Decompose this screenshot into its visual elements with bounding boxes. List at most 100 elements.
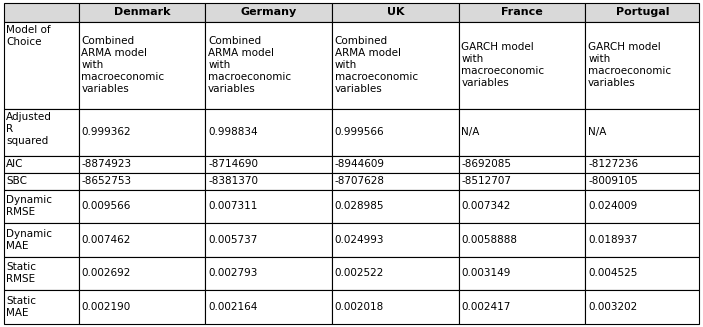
Bar: [586, 223, 699, 257]
Bar: [79, 109, 205, 156]
Bar: [458, 109, 586, 156]
Text: 0.018937: 0.018937: [588, 235, 638, 245]
Bar: [4, 190, 79, 223]
Text: 0.999566: 0.999566: [335, 128, 385, 137]
Text: France: France: [501, 8, 543, 18]
Bar: [79, 190, 205, 223]
Text: -8874923: -8874923: [82, 159, 131, 169]
Bar: [205, 223, 332, 257]
Text: 0.007342: 0.007342: [461, 201, 511, 211]
Text: 0.002417: 0.002417: [461, 302, 511, 312]
Bar: [79, 22, 205, 109]
Text: 0.003149: 0.003149: [461, 268, 511, 278]
Bar: [79, 257, 205, 290]
Text: Static
MAE: Static MAE: [6, 296, 37, 318]
Bar: [332, 190, 458, 223]
Bar: [205, 3, 332, 22]
Text: AIC: AIC: [6, 159, 24, 169]
Bar: [586, 257, 699, 290]
Text: SBC: SBC: [6, 176, 27, 186]
Text: 0.002793: 0.002793: [208, 268, 257, 278]
Bar: [332, 156, 458, 173]
Text: 0.999362: 0.999362: [82, 128, 131, 137]
Bar: [458, 257, 586, 290]
Text: 0.004525: 0.004525: [588, 268, 638, 278]
Bar: [4, 109, 79, 156]
Bar: [332, 223, 458, 257]
Text: 0.002164: 0.002164: [208, 302, 257, 312]
Bar: [79, 173, 205, 190]
Bar: [205, 22, 332, 109]
Bar: [4, 173, 79, 190]
Text: 0.005737: 0.005737: [208, 235, 257, 245]
Bar: [586, 173, 699, 190]
Bar: [4, 290, 79, 324]
Text: 0.007311: 0.007311: [208, 201, 257, 211]
Bar: [4, 223, 79, 257]
Text: -8652753: -8652753: [82, 176, 131, 186]
Text: Dynamic
MAE: Dynamic MAE: [6, 229, 52, 251]
Bar: [332, 3, 458, 22]
Bar: [205, 190, 332, 223]
Bar: [586, 3, 699, 22]
Bar: [332, 290, 458, 324]
Text: 0.024993: 0.024993: [335, 235, 385, 245]
Text: -8692085: -8692085: [461, 159, 512, 169]
Bar: [79, 156, 205, 173]
Text: Model of
Choice: Model of Choice: [6, 25, 51, 47]
Bar: [458, 290, 586, 324]
Text: 0.024009: 0.024009: [588, 201, 638, 211]
Bar: [458, 22, 586, 109]
Text: -8714690: -8714690: [208, 159, 258, 169]
Bar: [332, 22, 458, 109]
Text: 0.002692: 0.002692: [82, 268, 131, 278]
Text: -8381370: -8381370: [208, 176, 258, 186]
Text: Static
RMSE: Static RMSE: [6, 262, 37, 284]
Text: Combined
ARMA model
with
macroeconomic
variables: Combined ARMA model with macroeconomic v…: [335, 36, 418, 95]
Bar: [458, 223, 586, 257]
Text: GARCH model
with
macroeconomic
variables: GARCH model with macroeconomic variables: [588, 43, 671, 88]
Text: 0.002018: 0.002018: [335, 302, 384, 312]
Bar: [458, 156, 586, 173]
Text: 0.007462: 0.007462: [82, 235, 131, 245]
Bar: [586, 290, 699, 324]
Bar: [332, 173, 458, 190]
Bar: [79, 3, 205, 22]
Bar: [205, 156, 332, 173]
Text: 0.028985: 0.028985: [335, 201, 385, 211]
Bar: [205, 257, 332, 290]
Bar: [458, 173, 586, 190]
Text: 0.002522: 0.002522: [335, 268, 385, 278]
Bar: [205, 109, 332, 156]
Text: -8944609: -8944609: [335, 159, 385, 169]
Text: Denmark: Denmark: [114, 8, 170, 18]
Text: UK: UK: [387, 8, 404, 18]
Bar: [586, 156, 699, 173]
Text: -8127236: -8127236: [588, 159, 638, 169]
Bar: [586, 190, 699, 223]
Text: Germany: Germany: [240, 8, 297, 18]
Bar: [458, 190, 586, 223]
Bar: [586, 22, 699, 109]
Text: 0.0058888: 0.0058888: [461, 235, 517, 245]
Text: GARCH model
with
macroeconomic
variables: GARCH model with macroeconomic variables: [461, 43, 545, 88]
Bar: [4, 257, 79, 290]
Text: -8009105: -8009105: [588, 176, 638, 186]
Text: Adjusted
R
squared: Adjusted R squared: [6, 112, 52, 146]
Bar: [205, 173, 332, 190]
Bar: [332, 109, 458, 156]
Text: 0.002190: 0.002190: [82, 302, 131, 312]
Bar: [79, 290, 205, 324]
Text: 0.009566: 0.009566: [82, 201, 131, 211]
Bar: [586, 109, 699, 156]
Bar: [205, 290, 332, 324]
Bar: [4, 156, 79, 173]
Text: Combined
ARMA model
with
macroeconomic
variables: Combined ARMA model with macroeconomic v…: [208, 36, 291, 95]
Bar: [4, 22, 79, 109]
Bar: [332, 257, 458, 290]
Bar: [79, 223, 205, 257]
Text: Dynamic
RMSE: Dynamic RMSE: [6, 195, 52, 217]
Bar: [4, 3, 79, 22]
Text: Portugal: Portugal: [616, 8, 669, 18]
Text: -8707628: -8707628: [335, 176, 385, 186]
